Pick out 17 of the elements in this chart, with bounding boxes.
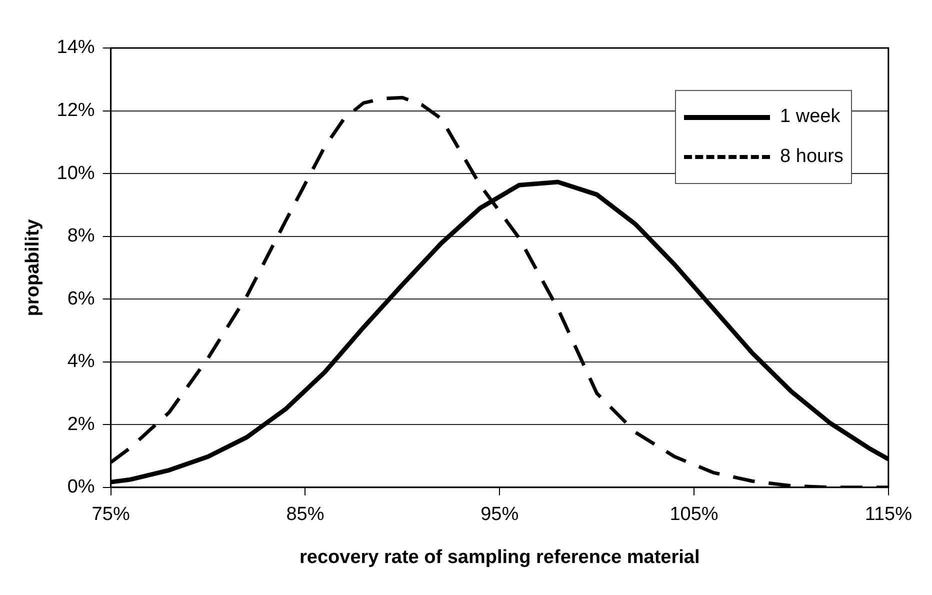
x-tick-label: 105%	[670, 504, 718, 526]
y-tick-label: 12%	[56, 100, 95, 122]
x-axis-title: recovery rate of sampling reference material	[299, 546, 700, 568]
x-tick-label: 95%	[480, 504, 519, 526]
legend-label: 1 week	[780, 106, 840, 128]
y-tick-label: 10%	[56, 162, 95, 184]
x-tick-label: 75%	[92, 504, 130, 526]
y-tick-label: 4%	[67, 351, 95, 372]
y-tick-label: 14%	[56, 37, 95, 58]
y-tick-label: 2%	[67, 414, 95, 435]
x-tick-label: 85%	[286, 504, 324, 526]
x-tick-label: 115%	[864, 504, 912, 526]
y-tick-label: 8%	[67, 226, 95, 247]
y-tick-label: 6%	[67, 288, 95, 310]
y-axis-title: propability	[22, 218, 44, 316]
legend-label: 8 hours	[780, 146, 844, 168]
y-tick-label: 0%	[67, 476, 95, 498]
